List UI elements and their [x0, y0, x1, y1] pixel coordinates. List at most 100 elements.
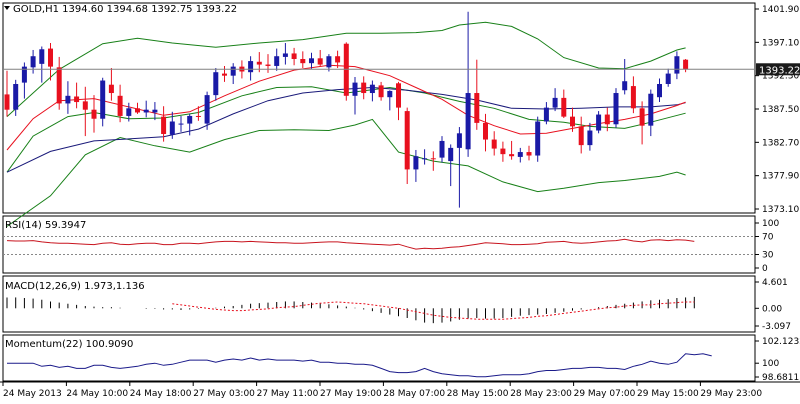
- candle: [152, 102, 158, 121]
- candle: [178, 115, 184, 132]
- x-tick-label: 29 May 15:00: [637, 389, 699, 399]
- x-tick-label: 24 May 10:00: [66, 389, 128, 399]
- macd-tick-label: 0.00: [762, 304, 782, 314]
- candle: [65, 81, 71, 114]
- bull-candle-body: [657, 84, 662, 98]
- bear-candle-body: [526, 152, 532, 156]
- candle: [222, 65, 227, 82]
- bear-candle-body: [300, 59, 306, 64]
- panel-frame-macd: [2, 275, 756, 333]
- momentum-tick-label: 98.6811: [762, 373, 799, 383]
- candle: [117, 84, 123, 123]
- bull-candle-body: [413, 156, 419, 170]
- bear-candle-body: [474, 93, 480, 123]
- candle: [465, 11, 471, 157]
- bear-candle-body: [222, 73, 227, 76]
- candle: [82, 86, 88, 137]
- candle: [483, 113, 488, 152]
- bear-candle-body: [135, 108, 140, 113]
- candle: [413, 149, 419, 182]
- candle: [126, 102, 132, 122]
- x-tick-label: 24 May 18:00: [130, 389, 192, 399]
- candle: [448, 144, 454, 187]
- bear-candle-body: [361, 82, 367, 94]
- momentum-panel[interactable]: 102.1232 100 98.6811: [7, 337, 800, 383]
- panel-frame-price: [2, 2, 756, 214]
- candle: [456, 127, 462, 208]
- rsi-tick-label: 30: [762, 251, 774, 261]
- bear-candle-body: [195, 115, 201, 117]
- bear-candle-body: [82, 101, 88, 110]
- bear-candle-body: [639, 108, 645, 126]
- candle: [570, 107, 575, 132]
- triangle-down-icon[interactable]: [4, 6, 10, 10]
- candle: [100, 77, 106, 127]
- price-tag: 1393.22: [756, 63, 800, 76]
- bull-candle-body: [648, 93, 654, 126]
- bear-candle-body: [335, 56, 341, 63]
- x-tick-label: 29 May 07:00: [574, 389, 636, 399]
- candle: [161, 106, 167, 142]
- candle: [343, 42, 349, 101]
- bull-candle-body: [439, 140, 445, 158]
- bear-candle-body: [491, 139, 497, 149]
- candle: [230, 63, 236, 84]
- bear-candle-body: [291, 53, 297, 59]
- candle: [317, 49, 323, 66]
- bull-candle-body: [152, 109, 158, 113]
- x-tick-label: 24 May 2013: [3, 389, 62, 399]
- bull-candle-body: [274, 56, 280, 66]
- bear-candle-body: [48, 48, 53, 67]
- candle: [91, 95, 97, 133]
- candles: [4, 11, 689, 208]
- candle: [352, 77, 358, 115]
- candle: [404, 107, 410, 184]
- x-tick-label: 29 May 23:00: [700, 389, 762, 399]
- price-panel[interactable]: [3, 11, 755, 227]
- bull-candle-body: [665, 73, 671, 84]
- rsi-panel[interactable]: 100 70 30 0: [3, 219, 779, 274]
- bull-candle-body: [213, 72, 219, 96]
- candle: [683, 59, 689, 73]
- candle: [387, 90, 393, 111]
- bear-candle-body: [317, 58, 323, 65]
- bull-candle-body: [465, 93, 471, 150]
- panel-frame-rsi: [2, 215, 756, 274]
- candle: [439, 136, 445, 163]
- bear-candle-body: [91, 109, 97, 119]
- bear-candle-body: [56, 67, 62, 104]
- candle: [604, 107, 610, 132]
- candle: [187, 113, 193, 136]
- candle: [552, 88, 558, 112]
- bear-candle-body: [378, 85, 384, 98]
- bull-candle-body: [100, 80, 106, 119]
- x-tick-label: 27 May 03:00: [193, 389, 255, 399]
- candle: [430, 151, 436, 171]
- bear-candle-body: [117, 95, 123, 116]
- bull-candle-body: [448, 147, 454, 162]
- price-tag-value: 1393.22: [759, 65, 800, 76]
- bull-candle-body: [543, 107, 549, 122]
- symbol-ohlc-header: GOLD,H1 1394.60 1394.68 1392.75 1393.22: [13, 4, 237, 15]
- momentum-tick-label: 100: [762, 359, 779, 369]
- panel-frames: [0, 2, 800, 383]
- price-tag-background: [756, 63, 800, 76]
- x-tick-label: 27 May 19:00: [320, 389, 382, 399]
- candle: [578, 116, 584, 154]
- bull-candle-body: [613, 93, 619, 125]
- bull-candle-body: [587, 130, 593, 146]
- macd-tick-label: 4.601: [762, 278, 788, 288]
- momentum-tick-label: 102.1232: [762, 337, 800, 347]
- candle: [195, 106, 201, 121]
- macd-signal-line: [172, 301, 695, 320]
- candle: [491, 131, 497, 156]
- candle: [56, 56, 62, 110]
- bull-candle-body: [13, 84, 19, 110]
- macd-panel[interactable]: 4.601 0.00 -3.097: [6, 278, 791, 332]
- candle: [274, 48, 280, 71]
- candle: [665, 68, 671, 87]
- bull-candle-body: [21, 66, 27, 83]
- bull-candle-body: [552, 97, 558, 108]
- bull-candle-body: [387, 90, 393, 98]
